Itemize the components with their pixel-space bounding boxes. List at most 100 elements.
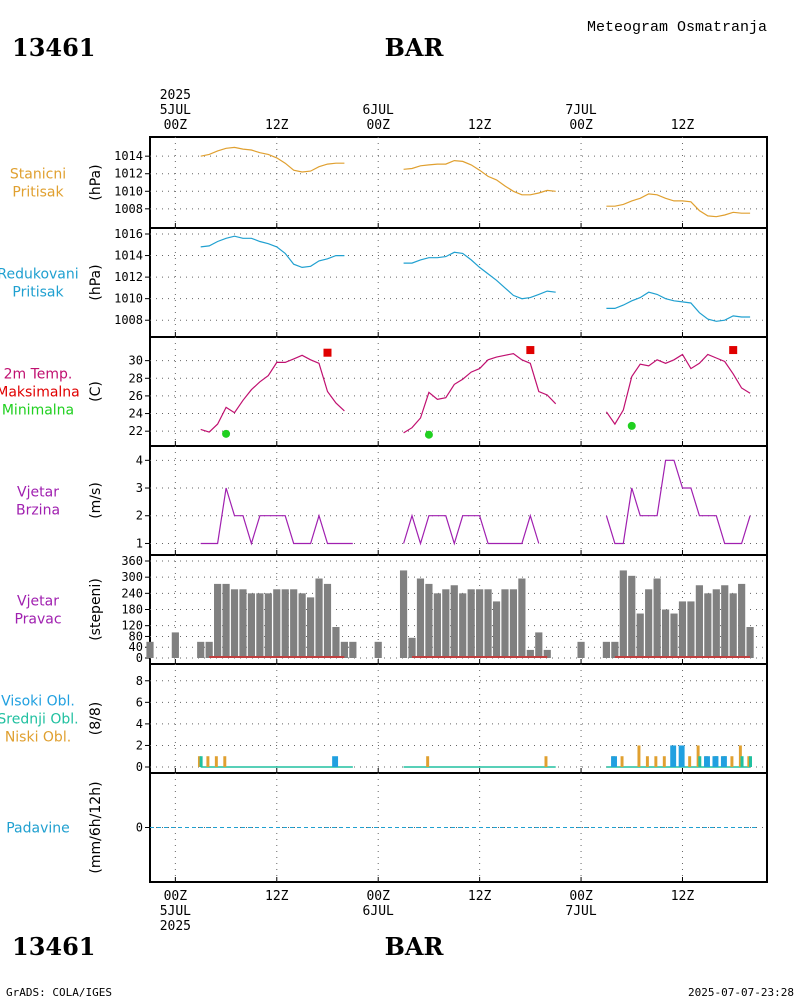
direction-bar [509, 589, 518, 658]
direction-bar [459, 593, 467, 658]
x-tick-label: 00Z [164, 889, 188, 904]
cloud-bar [698, 756, 702, 767]
cloud-bar [696, 745, 700, 767]
y-tick-label: 30 [129, 354, 143, 368]
tmax-marker [729, 346, 738, 355]
y-tick-label: 1008 [114, 313, 143, 327]
x-tick-label: 12Z [468, 118, 492, 133]
cloud-bar [738, 745, 742, 767]
y-tick-label: 28 [129, 371, 143, 385]
direction-bar [340, 641, 348, 658]
tmin-marker [424, 430, 433, 439]
direction-bar [712, 589, 720, 658]
cloud-bar [206, 756, 210, 767]
direction-bar [492, 601, 501, 658]
direction-bar [645, 589, 653, 658]
y-tick-label: 1012 [114, 270, 143, 284]
panel-label: Vjetar [17, 594, 59, 610]
panel-stanicni: 1008 1010 1012 1014 (hPa) Stanicni Pritisak [10, 136, 768, 229]
series-line [200, 146, 345, 173]
panel-label: Vjetar [17, 485, 59, 501]
x-tick-label: 12Z [265, 889, 289, 904]
direction-bar [408, 637, 416, 658]
direction-bar [349, 641, 357, 658]
y-tick-label: 2 [136, 509, 143, 523]
panel-vjetar_brzina: 1 2 3 4 (m/s) Vjetar Brzina [16, 445, 768, 556]
direction-bar [501, 589, 509, 658]
direction-bar [670, 613, 678, 658]
y-tick-label: 0 [136, 821, 143, 835]
cloud-bar [214, 756, 218, 767]
cloud-bar [197, 756, 201, 767]
panel-label: Maksimalna [0, 385, 80, 401]
panel-label: Brzina [16, 503, 60, 519]
direction-bar [298, 593, 306, 658]
y-tick-label: 1 [136, 536, 143, 550]
series-line [403, 159, 556, 196]
cloud-bar [749, 756, 752, 767]
plot-area: 1008101010121014(hPa)StanicniPritisak100… [0, 88, 768, 934]
y-tick-label: 180 [121, 603, 143, 617]
panel-label: Redukovani [0, 267, 79, 283]
direction-bar [433, 593, 441, 658]
tmax-marker [526, 346, 535, 355]
y-tick-label: 1016 [114, 227, 143, 241]
panel-frame [149, 136, 768, 229]
x-tick-label: 5JUL [160, 904, 191, 919]
direction-bar [695, 585, 703, 658]
panel-label: Pritisak [12, 185, 64, 201]
direction-bar [442, 589, 450, 658]
direction-bar [290, 589, 298, 658]
y-tick-label: 240 [121, 586, 143, 600]
direction-bar [222, 583, 230, 658]
y-tick-label: 0 [136, 760, 143, 774]
series-line [200, 235, 345, 269]
y-axis-label: (mm/6h/12h) [88, 781, 104, 873]
direction-bar [602, 641, 611, 658]
direction-bar [323, 583, 332, 658]
direction-bar [721, 585, 729, 658]
direction-bar [239, 589, 247, 658]
x-tick-label: 6JUL [363, 103, 394, 118]
y-axis-label: (stepeni) [88, 578, 104, 641]
x-tick-label: 00Z [164, 118, 188, 133]
direction-bar [518, 578, 526, 658]
panel-label: Pritisak [12, 285, 64, 301]
cloud-bar [720, 756, 727, 767]
x-tick-label: 00Z [366, 118, 390, 133]
series-line [606, 193, 751, 218]
y-tick-label: 80 [129, 629, 143, 643]
footer-timestamp: 2025-07-07-23:28 [688, 986, 794, 999]
y-tick-label: 1008 [114, 202, 143, 216]
cloud-bar [199, 756, 203, 767]
cloud-bar [223, 756, 227, 767]
y-tick-label: 360 [121, 554, 143, 568]
y-tick-label: 1012 [114, 167, 143, 181]
direction-bar [374, 641, 382, 658]
cloud-bar [688, 756, 692, 767]
cloud-bar [544, 756, 548, 767]
direction-bar [214, 583, 222, 658]
cloud-bar [426, 756, 430, 767]
direction-bar [205, 641, 213, 658]
panel-label: Niski Obl. [5, 730, 71, 746]
cloud-bar [712, 756, 719, 767]
panel-label: Padavine [6, 821, 70, 837]
y-axis-label: (C) [88, 381, 104, 402]
cloud-bar [670, 745, 677, 767]
cloud-bar [662, 756, 666, 767]
panel-oblacnost: 0 2 4 6 8 (8/8) Visoki Obl. Srednji Obl. Niski O… [0, 663, 768, 774]
x-tick-label: 00Z [366, 889, 390, 904]
direction-bar [746, 627, 754, 658]
direction-bar [399, 570, 408, 658]
direction-bar [425, 583, 433, 658]
direction-bar [729, 593, 737, 658]
x-tick-label: 00Z [569, 889, 593, 904]
direction-bar [577, 641, 585, 658]
x-tick-label: 12Z [468, 889, 492, 904]
direction-bar [526, 649, 534, 658]
panel-label: Stanicni [10, 167, 66, 183]
station-name-top: BAR [385, 33, 445, 62]
